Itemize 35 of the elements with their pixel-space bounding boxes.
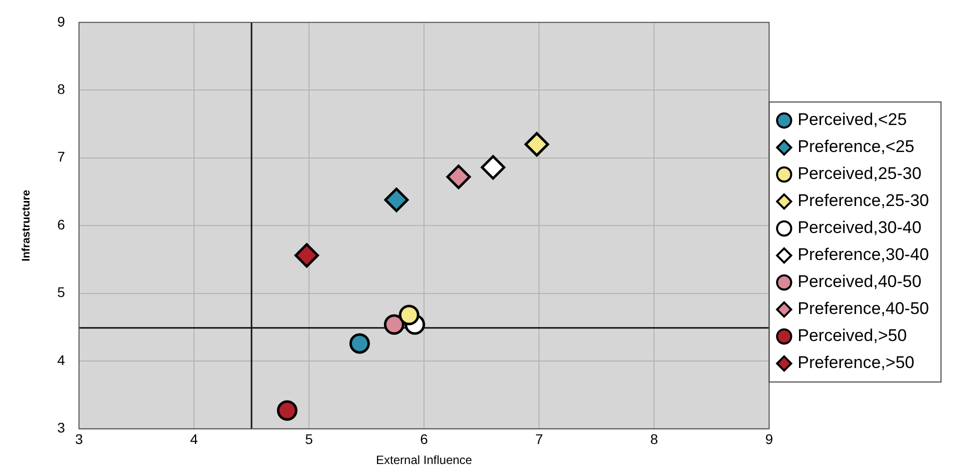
legend-label: Perceived,<25 (798, 110, 907, 130)
y-tick-label: 4 (57, 352, 66, 368)
legend-label: Preference,25-30 (798, 191, 930, 210)
legend-label: Perceived,40-50 (798, 272, 922, 292)
point (446, 164, 471, 190)
point (384, 314, 404, 335)
x-tick-label: 4 (190, 431, 198, 448)
y-tick-label: 3 (57, 420, 66, 436)
legend-label: Perceived,>50 (798, 326, 907, 346)
legend-label: Perceived,25-30 (798, 164, 922, 184)
y-axis-title: Infrastructure (20, 190, 33, 262)
legend-label: Preference,>50 (798, 353, 914, 372)
legend-label: Preference,<25 (798, 137, 914, 156)
point (398, 304, 420, 326)
legend-label: Preference,30-40 (798, 245, 930, 264)
x-tick-label: 9 (765, 431, 774, 448)
point (294, 243, 319, 268)
y-tick-label: 9 (57, 13, 66, 30)
y-tick-label: 6 (57, 216, 66, 232)
x-axis-title: External Influence (376, 453, 472, 468)
x-tick-label: 6 (420, 431, 428, 448)
legend-label: Preference,40-50 (798, 299, 930, 318)
point (349, 333, 370, 354)
point (384, 188, 409, 212)
y-tick-label: 5 (57, 284, 66, 300)
point (480, 155, 506, 180)
point (524, 132, 550, 157)
point (276, 400, 298, 421)
x-tick-label: 5 (305, 431, 314, 448)
x-tick-label: 3 (75, 431, 84, 448)
y-tick-label: 8 (57, 80, 66, 97)
x-tick-label: 8 (650, 431, 658, 448)
y-tick-label: 7 (57, 148, 66, 165)
legend-label: Perceived,30-40 (798, 218, 922, 238)
x-tick-label: 7 (535, 431, 544, 448)
